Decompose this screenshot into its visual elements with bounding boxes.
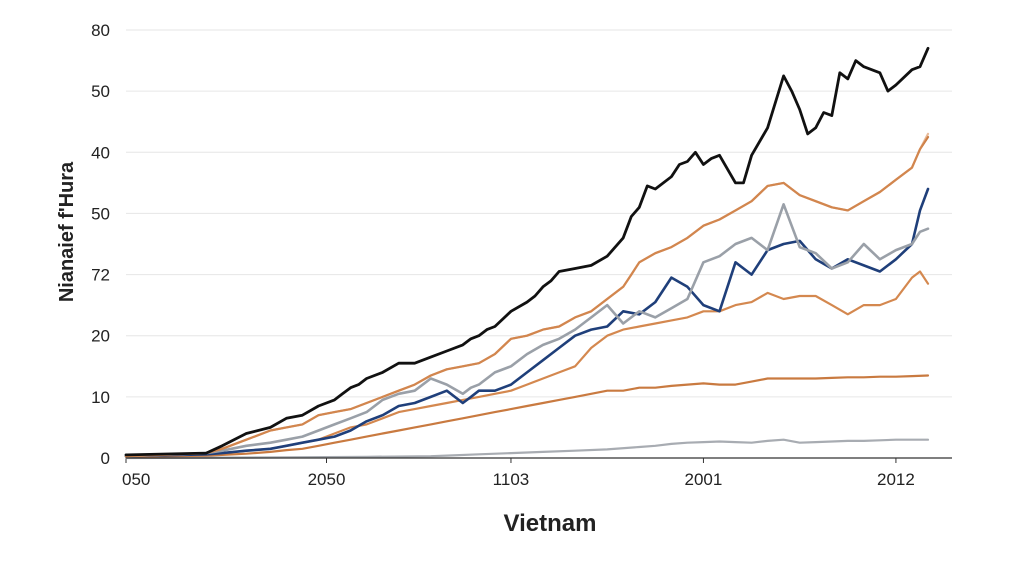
series-line-series-5 <box>124 187 930 458</box>
series-line-series-1 <box>124 46 930 457</box>
x-axis-title: Vietnam <box>504 510 597 537</box>
series-line-series-4 <box>124 203 930 458</box>
series-line-series-6 <box>124 270 930 458</box>
y-tick-label: 80 <box>91 21 110 40</box>
y-tick-label: 40 <box>91 143 110 162</box>
series-line-series-8 <box>124 438 930 460</box>
y-tick-label: 50 <box>91 82 110 101</box>
x-axis-ticks: 050 2050 1103 2001 2012 <box>122 458 915 489</box>
x-tick-label: 2001 <box>685 470 723 489</box>
x-tick-label: 050 <box>122 470 150 489</box>
gridlines <box>126 29 952 398</box>
y-tick-label: 50 <box>91 204 110 223</box>
y-tick-label: 10 <box>91 388 110 407</box>
x-tick-label: 1103 <box>493 470 530 489</box>
y-tick-label: 20 <box>91 327 110 346</box>
y-axis-title: Nianaief f'Hura <box>56 161 78 302</box>
series-lines <box>124 46 930 460</box>
y-axis-ticks: 0 10 20 72 50 40 50 80 <box>91 21 110 468</box>
x-tick-label: 2012 <box>877 470 915 489</box>
series-line-series-7 <box>124 374 930 458</box>
x-tick-label: 2050 <box>308 470 346 489</box>
y-tick-label: 0 <box>101 449 110 468</box>
series-line-series-2 <box>124 132 930 458</box>
y-tick-label: 72 <box>91 266 110 285</box>
